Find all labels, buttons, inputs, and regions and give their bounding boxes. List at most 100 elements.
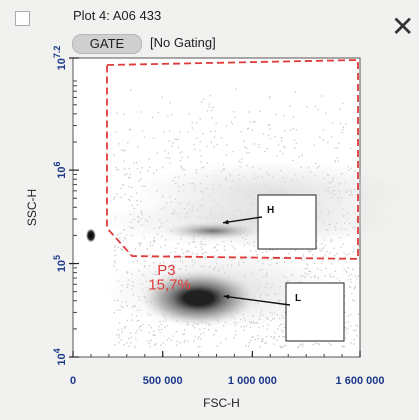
event-dot (162, 342, 164, 344)
event-dot (248, 152, 251, 154)
event-dot (351, 292, 353, 295)
event-dot (128, 185, 130, 188)
event-dot (182, 333, 184, 335)
event-dot (342, 129, 344, 131)
event-dot (318, 343, 320, 346)
event-dot (213, 136, 216, 138)
close-icon[interactable]: ✕ (391, 11, 415, 42)
event-dot (269, 128, 272, 130)
event-dot (116, 309, 118, 311)
event-dot (257, 335, 259, 337)
event-dot (264, 151, 266, 153)
plot-checkbox[interactable] (15, 11, 30, 26)
event-dot (194, 148, 196, 151)
event-dot (322, 260, 324, 262)
event-dot (160, 344, 162, 346)
event-dot (245, 345, 247, 347)
event-dot (346, 332, 348, 334)
event-dot (183, 328, 186, 331)
event-dot (158, 326, 160, 328)
event-dot (168, 337, 170, 339)
event-dot (330, 276, 332, 278)
event-dot (319, 136, 321, 138)
event-dot (115, 166, 117, 169)
event-dot (314, 105, 316, 108)
event-dot (202, 132, 204, 135)
event-dot (278, 325, 281, 327)
gate-button[interactable]: GATE (72, 34, 142, 54)
event-dot (193, 143, 195, 146)
event-dot (113, 265, 115, 267)
event-dot (139, 171, 142, 174)
event-dot (283, 345, 285, 347)
event-dot (268, 249, 271, 251)
event-dot (265, 342, 267, 344)
event-dot (284, 146, 286, 149)
event-dot (123, 236, 126, 239)
event-dot (148, 166, 151, 168)
event-dot (169, 102, 171, 104)
event-dot (341, 346, 344, 348)
event-dot (272, 249, 274, 251)
event-dot (248, 341, 251, 344)
event-dot (116, 193, 118, 195)
event-dot (117, 329, 119, 331)
event-dot (199, 338, 202, 340)
event-dot (354, 275, 357, 277)
event-dot (213, 334, 215, 336)
event-dot (116, 112, 118, 114)
event-dot (334, 254, 336, 256)
event-dot (254, 338, 256, 341)
event-dot (136, 162, 138, 164)
event-dot (328, 342, 330, 345)
event-dot (134, 346, 137, 348)
x-tick-label: 0 (70, 375, 76, 387)
event-dot (231, 123, 233, 125)
event-dot (246, 152, 248, 154)
event-dot (292, 159, 294, 162)
event-dot (146, 248, 148, 250)
event-dot (131, 186, 133, 189)
event-dot (148, 332, 151, 334)
event-dot (333, 247, 335, 250)
event-dot (197, 338, 199, 340)
population-L (140, 270, 257, 327)
event-dot (138, 180, 141, 182)
event-dot (269, 137, 272, 140)
event-dot (113, 312, 116, 314)
event-dot (213, 247, 216, 249)
event-dot (151, 244, 154, 247)
event-dot (115, 169, 118, 171)
event-dot (128, 253, 130, 256)
x-tick-label: 500 000 (143, 375, 183, 387)
event-dot (326, 250, 328, 253)
event-dot (259, 110, 261, 112)
event-dot (283, 326, 286, 329)
event-dot (251, 129, 253, 131)
event-dot (268, 134, 270, 137)
event-dot (269, 95, 271, 98)
event-dot (201, 248, 203, 250)
event-dot (284, 130, 286, 132)
event-dot (252, 336, 254, 338)
event-dot (273, 343, 275, 345)
event-dot (194, 335, 197, 338)
event-dot (122, 184, 124, 186)
event-dot (337, 160, 339, 162)
event-dot (122, 239, 125, 241)
event-dot (349, 286, 351, 288)
event-dot (298, 156, 300, 158)
event-dot (167, 152, 169, 154)
event-dot (317, 109, 319, 111)
event-dot (126, 342, 128, 344)
event-dot (247, 127, 249, 129)
event-dot (347, 165, 349, 168)
event-dot (303, 256, 305, 258)
event-dot (215, 330, 217, 332)
event-dot (199, 118, 201, 120)
event-dot (150, 339, 152, 341)
event-dot (243, 329, 245, 331)
event-dot (299, 344, 301, 346)
event-dot (169, 130, 171, 132)
annotation-arrow-L (223, 295, 291, 306)
